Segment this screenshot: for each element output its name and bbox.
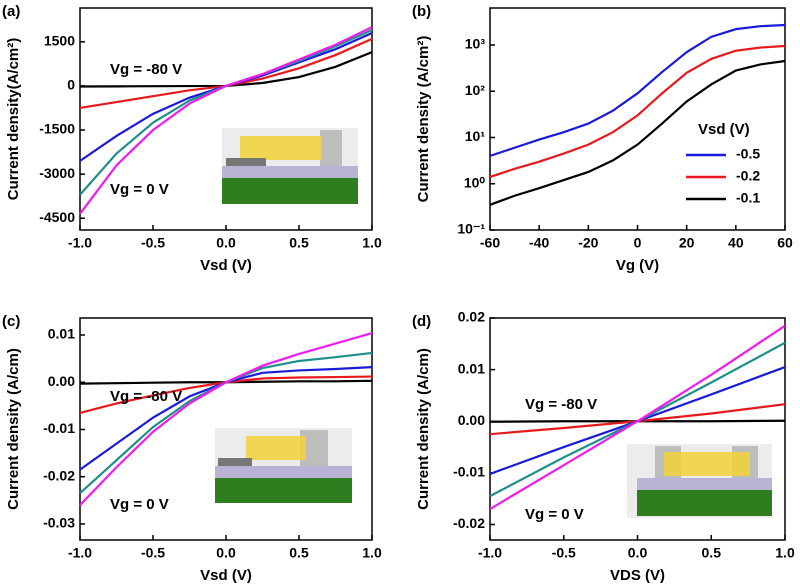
legend-label: -0.1 — [736, 190, 760, 206]
series-line — [489, 44, 786, 179]
x-axis-label: VDS (V) — [610, 567, 665, 584]
y-tick-label: -0.02 — [43, 467, 75, 483]
inset-a — [222, 128, 358, 204]
y-tick-label: 10⁰ — [464, 174, 486, 190]
series-line — [79, 26, 373, 215]
y-axis-label: Current density (A/cm) — [415, 348, 432, 510]
series-line — [489, 59, 786, 206]
x-tick-label: 0.5 — [289, 235, 309, 251]
annotation: Vg = 0 V — [525, 506, 584, 523]
x-tick-label: 1.0 — [362, 235, 382, 251]
legend-label: -0.5 — [736, 146, 760, 162]
x-tick-label: -1.0 — [478, 545, 502, 561]
legend-title: Vsd (V) — [698, 121, 750, 138]
x-axis-label: Vg (V) — [616, 257, 659, 274]
x-axis-label: Vsd (V) — [200, 257, 252, 274]
x-tick-label: 0 — [634, 235, 642, 251]
y-tick-label: 0.01 — [458, 360, 485, 376]
y-tick-label: -3000 — [39, 165, 75, 181]
x-tick-label: 40 — [728, 235, 744, 251]
annotation: Vg = -80 V — [110, 61, 182, 78]
panel-label: (a) — [2, 3, 20, 20]
x-tick-label: 20 — [679, 235, 695, 251]
x-tick-label: 0.0 — [216, 235, 236, 251]
y-tick-label: 10⁻¹ — [457, 221, 485, 237]
annotation: Vg = 0 V — [110, 496, 169, 513]
annotation: Vg = -80 V — [525, 396, 597, 413]
y-tick-label: 0.01 — [48, 326, 75, 342]
y-axis-label: Current density (A/cm) — [5, 348, 22, 510]
series-line — [489, 324, 786, 510]
x-tick-label: 0.5 — [289, 545, 309, 561]
y-tick-label: -4500 — [39, 209, 75, 225]
y-tick-label: -0.02 — [453, 515, 485, 531]
y-tick-label: 1500 — [44, 33, 75, 49]
y-tick-label: -0.03 — [43, 515, 75, 531]
x-tick-label: -60 — [480, 235, 500, 251]
y-axis-label: Current density(A/cm²) — [5, 38, 22, 201]
x-tick-label: -0.5 — [552, 545, 576, 561]
series-line — [489, 23, 786, 157]
inset-c — [215, 428, 352, 503]
panel-label: (b) — [412, 3, 431, 20]
x-tick-label: 0.0 — [216, 545, 236, 561]
x-tick-label: 0.5 — [702, 545, 722, 561]
y-tick-label: 0.00 — [48, 373, 75, 389]
x-tick-label: 1.0 — [775, 545, 795, 561]
x-tick-label: 1.0 — [362, 545, 382, 561]
legend-label: -0.2 — [736, 168, 760, 184]
inset-d — [627, 444, 772, 518]
x-tick-label: -20 — [578, 235, 598, 251]
y-tick-label: 0.00 — [458, 412, 485, 428]
y-axis-label: Current density (A/cm²) — [415, 36, 432, 203]
panel-label: (c) — [2, 313, 20, 330]
y-tick-label: -0.01 — [43, 420, 75, 436]
y-tick-label: 10³ — [465, 36, 486, 52]
series-line — [79, 332, 373, 506]
annotation: Vg = -80 V — [110, 388, 182, 405]
y-tick-label: 10² — [465, 82, 486, 98]
y-tick-label: 0 — [67, 77, 75, 93]
x-tick-label: -0.5 — [141, 235, 165, 251]
annotation: Vg = 0 V — [110, 181, 169, 198]
x-tick-label: -1.0 — [68, 545, 92, 561]
y-tick-label: -0.01 — [453, 464, 485, 480]
x-tick-label: -0.5 — [141, 545, 165, 561]
y-tick-label: -1500 — [39, 121, 75, 137]
y-tick-label: 0.02 — [458, 309, 485, 325]
x-tick-label: -40 — [529, 235, 549, 251]
x-tick-label: 60 — [777, 235, 793, 251]
panel-label: (d) — [412, 313, 431, 330]
x-tick-label: -1.0 — [68, 235, 92, 251]
x-tick-label: 0.0 — [628, 545, 648, 561]
x-axis-label: Vsd (V) — [200, 567, 252, 584]
y-tick-label: 10¹ — [465, 128, 486, 144]
